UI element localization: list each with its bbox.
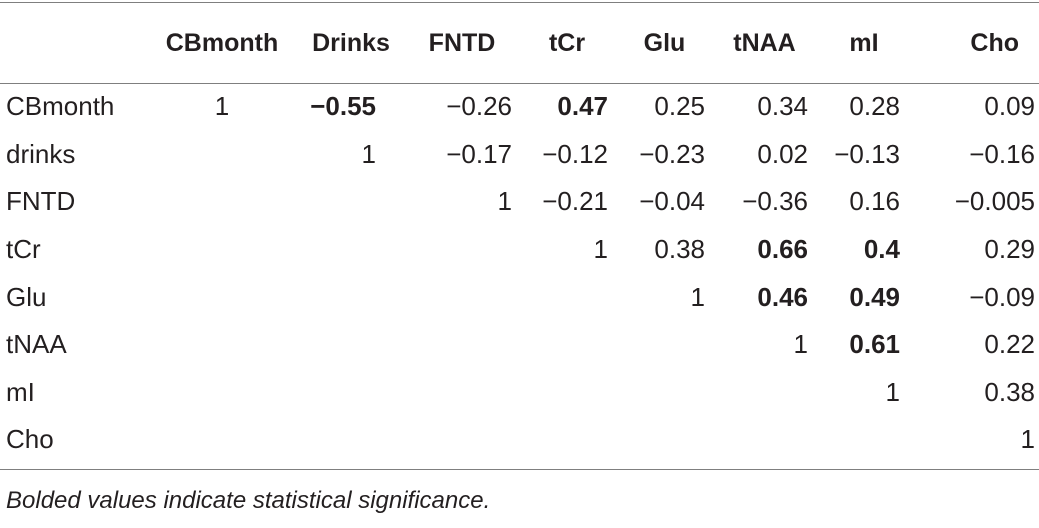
header-cell: Glu xyxy=(643,28,686,57)
table-cell xyxy=(296,369,406,417)
table-cell xyxy=(406,416,518,464)
table-row: CBmonth 1 −0.55 −0.26 0.47 0.25 0.34 0.28 0.09 xyxy=(0,83,1039,131)
header-cell: FNTD xyxy=(428,28,496,57)
table-cell xyxy=(713,369,816,417)
header-rule xyxy=(0,83,1039,84)
table-cell: 1 xyxy=(690,281,705,312)
table-cell: 0.29 xyxy=(984,234,1035,265)
table-row: Cho 1 xyxy=(0,416,1039,464)
table-cell: −0.26 xyxy=(446,91,512,122)
table-cell: 0.28 xyxy=(849,91,900,122)
table-cell: 0.38 xyxy=(984,376,1035,407)
row-label: FNTD xyxy=(6,186,76,217)
table-cell: 0.34 xyxy=(757,91,808,122)
table-cell: 0.66 xyxy=(757,234,808,265)
table-cell: −0.13 xyxy=(834,138,900,169)
header-cell: Drinks xyxy=(312,28,390,57)
table-cell xyxy=(148,178,296,226)
table-cell xyxy=(296,321,406,369)
table-cell xyxy=(148,226,296,274)
table-cell xyxy=(148,416,296,464)
table-cell: 0.49 xyxy=(849,281,900,312)
header-cell: Cho xyxy=(970,28,1019,57)
row-label: CBmonth xyxy=(6,91,115,122)
table-cell xyxy=(713,416,816,464)
table-cell: −0.21 xyxy=(542,186,608,217)
table-cell: 0.09 xyxy=(984,91,1035,122)
row-label: drinks xyxy=(6,138,76,169)
table-body: CBmonth 1 −0.55 −0.26 0.47 0.25 0.34 0.28 0.09 dr… xyxy=(0,83,1039,464)
table-row: FNTD 1 −0.21 −0.04 −0.36 0.16 −0.005 xyxy=(0,178,1039,226)
table-cell xyxy=(296,178,406,226)
header-row: CBmonth Drinks FNTD tCr Glu tNAA mI Cho xyxy=(0,3,1039,83)
table-cell: 0.46 xyxy=(757,281,808,312)
table-cell xyxy=(296,226,406,274)
table-cell: −0.55 xyxy=(310,91,376,122)
row-label: Glu xyxy=(6,281,47,312)
table-cell xyxy=(296,273,406,321)
table-cell xyxy=(148,273,296,321)
table-cell: 1 xyxy=(214,91,230,122)
table-cell: 1 xyxy=(793,329,808,360)
table-cell: 0.47 xyxy=(557,91,608,122)
table-cell: 1 xyxy=(497,186,512,217)
table-cell: 1 xyxy=(593,234,608,265)
table-cell: 0.38 xyxy=(654,234,705,265)
header-cell: CBmonth xyxy=(165,28,279,57)
table-cell xyxy=(518,416,616,464)
table-cell xyxy=(616,416,713,464)
table-cell: 0.16 xyxy=(849,186,900,217)
table-cell: 0.22 xyxy=(984,329,1035,360)
header-cell-corner xyxy=(0,3,148,83)
table-cell: 0.4 xyxy=(863,234,900,265)
table-cell: −0.005 xyxy=(954,186,1035,217)
table-cell xyxy=(148,369,296,417)
header-cell: mI xyxy=(849,28,879,57)
row-label: tNAA xyxy=(6,329,67,360)
table-cell: −0.17 xyxy=(446,138,512,169)
correlation-table: CBmonth Drinks FNTD tCr Glu tNAA mI Cho CBmonth… xyxy=(0,3,1039,464)
table-cell xyxy=(518,321,616,369)
top-rule xyxy=(0,2,1039,3)
table-cell: 0.02 xyxy=(757,138,808,169)
table-cell xyxy=(616,369,713,417)
table-footnote: Bolded values indicate statistical signi… xyxy=(6,487,491,514)
header-cell: tCr xyxy=(548,28,586,57)
table-cell: 1 xyxy=(1020,424,1035,455)
table-cell xyxy=(148,131,296,179)
table-cell: 0.61 xyxy=(849,329,900,360)
row-label: tCr xyxy=(6,234,41,265)
table-cell xyxy=(406,226,518,274)
table-cell: 1 xyxy=(885,376,900,407)
row-label: mI xyxy=(6,376,35,407)
table-cell: 1 xyxy=(361,138,376,169)
table-row: tCr 1 0.38 0.66 0.4 0.29 xyxy=(0,226,1039,274)
table-cell: 0.25 xyxy=(654,91,705,122)
header-cell: tNAA xyxy=(733,28,796,57)
table-cell xyxy=(406,321,518,369)
table-cell: −0.12 xyxy=(542,138,608,169)
table-cell: −0.09 xyxy=(969,281,1035,312)
table-cell: −0.16 xyxy=(969,138,1035,169)
table-cell xyxy=(518,369,616,417)
table-cell xyxy=(296,416,406,464)
bottom-rule xyxy=(0,469,1039,470)
table-row: drinks 1 −0.17 −0.12 −0.23 0.02 −0.13 −0.16 xyxy=(0,131,1039,179)
table-row: tNAA 1 0.61 0.22 xyxy=(0,321,1039,369)
table-cell: −0.04 xyxy=(639,186,705,217)
table-cell xyxy=(406,369,518,417)
table-cell: −0.36 xyxy=(742,186,808,217)
table-row: mI 1 0.38 xyxy=(0,369,1039,417)
table-cell: −0.23 xyxy=(639,138,705,169)
table-cell xyxy=(616,321,713,369)
row-label: Cho xyxy=(6,424,54,455)
table-cell xyxy=(816,416,912,464)
table-cell xyxy=(518,273,616,321)
table-cell xyxy=(406,273,518,321)
table-cell xyxy=(148,321,296,369)
table-row: Glu 1 0.46 0.49 −0.09 xyxy=(0,273,1039,321)
